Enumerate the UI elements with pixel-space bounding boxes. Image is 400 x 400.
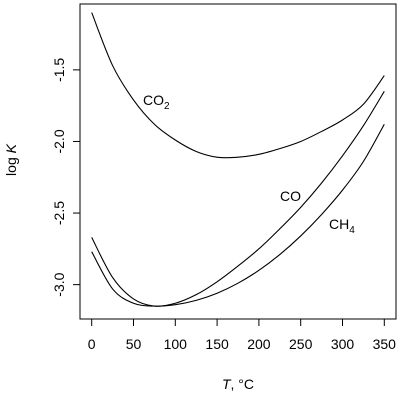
y-tick-label: -2.0 bbox=[51, 129, 67, 153]
series-line-ch4 bbox=[91, 124, 385, 307]
y-axis: -3.0 -2.5 -2.0 -1.5 bbox=[51, 58, 80, 297]
plot-frame bbox=[79, 3, 397, 320]
y-tick-label: -2.5 bbox=[51, 201, 67, 225]
x-axis-title: T, °C bbox=[222, 376, 254, 392]
series-line-co bbox=[91, 91, 385, 307]
x-axis: 0 50 100 150 200 250 300 350 bbox=[88, 319, 396, 352]
y-tick-label: -3.0 bbox=[51, 272, 67, 296]
x-tick-label: 0 bbox=[88, 336, 96, 352]
series-curves bbox=[91, 12, 385, 307]
x-tick-label: 100 bbox=[164, 336, 188, 352]
series-label-ch4: CH4 bbox=[329, 216, 355, 236]
series-line-co2 bbox=[91, 12, 385, 159]
y-tick-label: -1.5 bbox=[51, 58, 67, 82]
y-axis-title: log K bbox=[3, 143, 19, 176]
x-tick-label: 150 bbox=[205, 336, 229, 352]
series-labels: CO2 CO CH4 bbox=[143, 92, 355, 236]
x-tick-label: 300 bbox=[331, 336, 355, 352]
x-tick-label: 350 bbox=[373, 336, 397, 352]
x-tick-label: 250 bbox=[289, 336, 313, 352]
series-label-co2: CO2 bbox=[143, 92, 170, 112]
series-label-co: CO bbox=[280, 188, 301, 204]
x-tick-label: 200 bbox=[247, 336, 271, 352]
x-tick-label: 50 bbox=[126, 336, 142, 352]
